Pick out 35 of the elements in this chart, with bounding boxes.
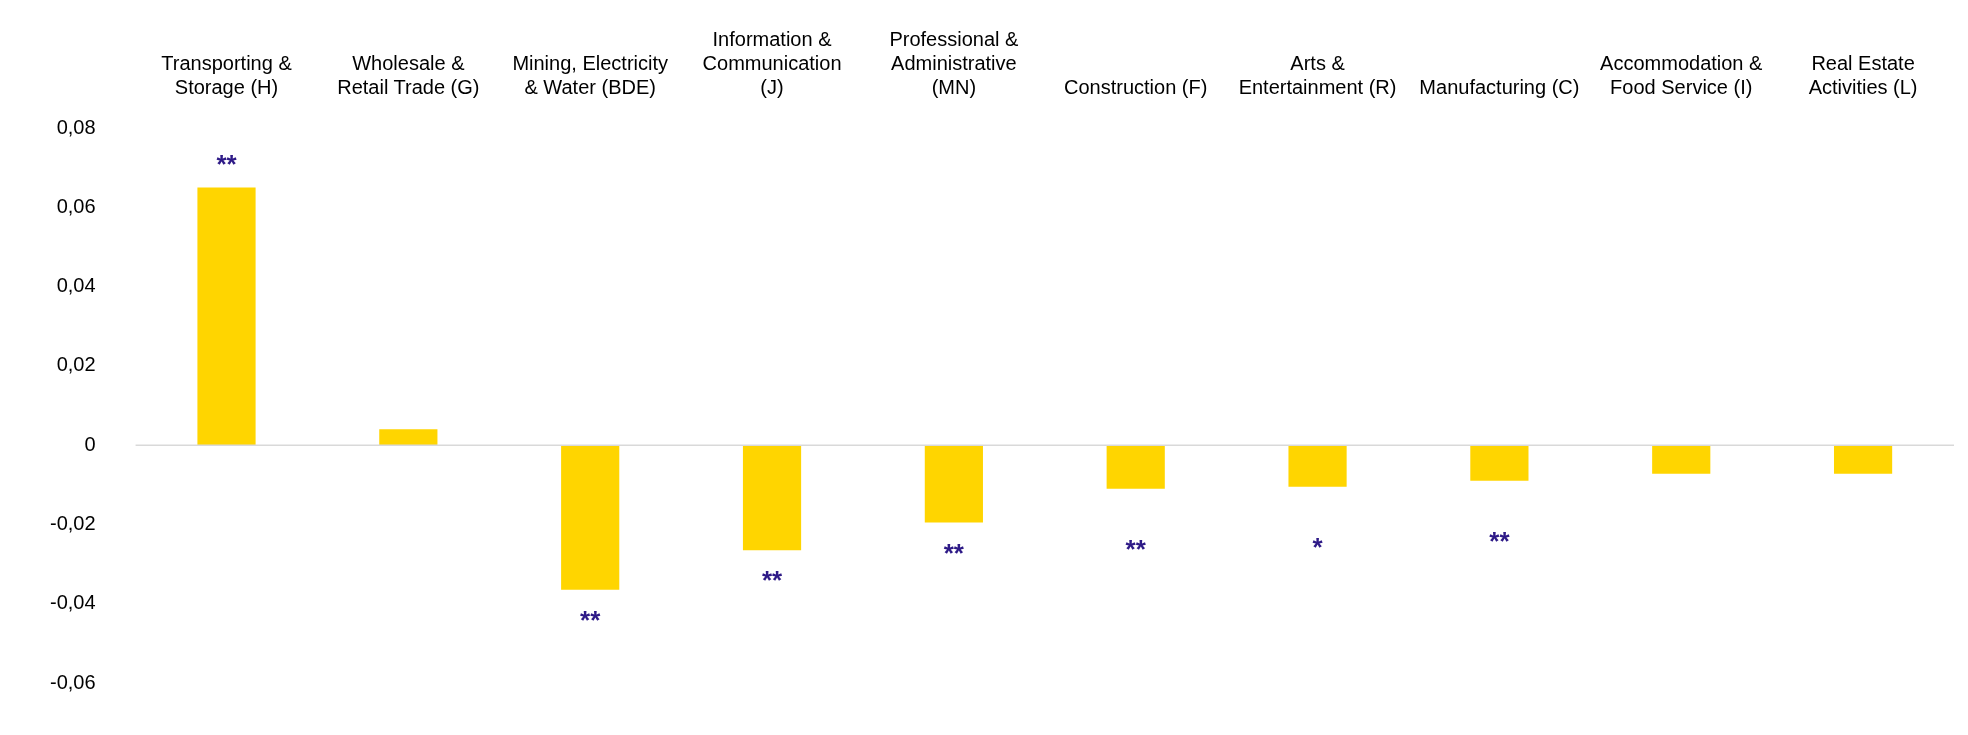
annotation: ** — [216, 148, 238, 179]
annotation: * — [1312, 531, 1324, 562]
x-tick-label: Real Estate Activities (L) — [1808, 51, 1918, 98]
bar — [1652, 445, 1711, 474]
bar — [1833, 445, 1893, 474]
x-tick-label: Information & Communication (J) — [702, 27, 842, 98]
y-tick-label: 0,02 — [56, 353, 96, 376]
y-tick-label: -0,06 — [49, 670, 96, 693]
x-tick-label: Arts & Entertainment (R) — [1238, 51, 1397, 98]
y-tick-label: 0 — [84, 432, 96, 455]
annotation: ** — [1125, 533, 1147, 564]
bar — [742, 445, 802, 551]
x-tick-label: Accommodation & Food Service (I) — [1600, 51, 1764, 98]
annotation: ** — [761, 565, 784, 596]
annotation: ** — [580, 605, 602, 636]
annotation: ** — [1489, 525, 1511, 556]
y-tick-label: 0,06 — [56, 194, 96, 217]
bar — [1106, 445, 1165, 489]
x-tick-label: Manufacturing (C) — [1419, 75, 1580, 98]
annotation: ** — [943, 537, 965, 568]
bar — [924, 445, 983, 523]
x-tick-label: Construction (F) — [1064, 75, 1208, 98]
bar — [1470, 445, 1529, 481]
bar — [1288, 445, 1347, 487]
y-tick-label: -0,04 — [49, 591, 96, 614]
bar — [197, 187, 256, 446]
y-tick-label: 0,08 — [56, 115, 96, 138]
y-tick-label: 0,04 — [56, 274, 96, 297]
bar — [379, 429, 438, 446]
x-tick-label: Wholesale & Retail Trade (G) — [337, 51, 480, 98]
x-tick-label: Transporting & Storage (H) — [161, 51, 293, 98]
y-tick-label: -0,02 — [49, 511, 96, 534]
bar — [561, 445, 620, 590]
x-tick-label: Mining, Electricity & Water (BDE) — [512, 51, 668, 98]
x-tick-label: Professional & Administrative (MN) — [889, 27, 1019, 98]
